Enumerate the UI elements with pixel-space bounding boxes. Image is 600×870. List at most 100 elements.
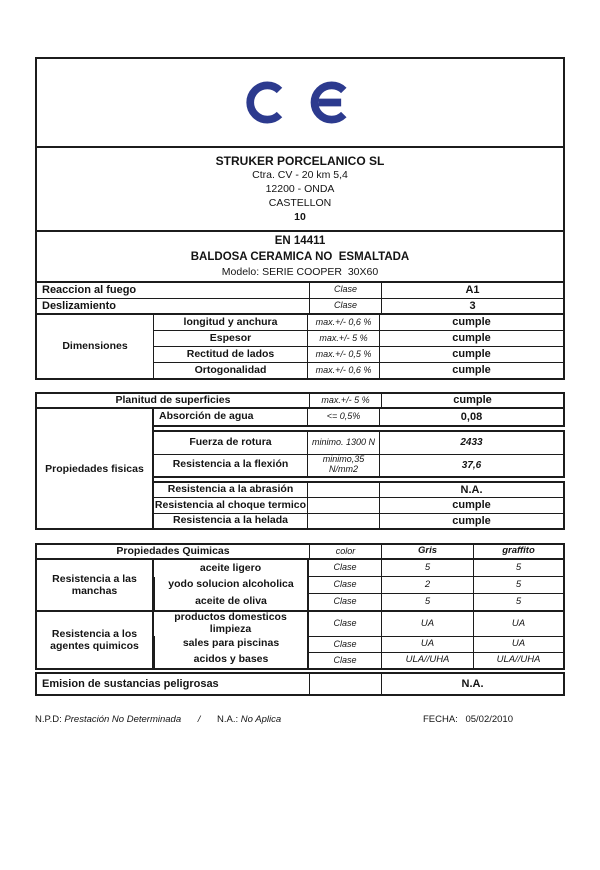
stain-value-graffito: 5 [473,594,563,610]
flatness-spec: max.+/- 5 % [309,394,381,407]
table-row-dimension: Rectitud de lados max.+/- 0,5 % cumple [154,346,563,362]
emission-value: N.A. [381,674,563,694]
dimension-spec: max.+/- 0,6 % [307,363,379,378]
stains-group-label: Resistencia a las manchas [52,573,137,597]
agent-label: sales para piscinas [154,636,307,652]
frost-value: cumple [379,513,563,528]
abrasion-label: Resistencia a la abrasión [167,483,294,496]
na-abbreviation: N.A.: [217,714,239,725]
ce-mark-box [35,57,565,148]
dimension-label: Rectitud de lados [186,347,275,360]
stain-value-gris: 5 [381,560,473,576]
stains-labels-cell: aceite ligero yodo solucion alcoholica a… [152,558,309,612]
dimension-value: cumple [379,363,563,378]
stains-values-grid: Clase 5 5 Clase 2 5 Clase 5 5 [307,558,565,612]
absorption-spec: <= 0,5% [307,409,379,425]
stains-group-cell: Resistencia a las manchas [35,558,154,612]
table-row-dimension: Espesor max.+/- 5 % cumple [154,330,563,346]
agent-value-graffito: ULA//UHA [473,653,563,668]
dimension-spec: max.+/- 0,5 % [307,347,379,362]
stain-value-graffito: 5 [473,577,563,593]
physical-group-label: Propiedades fisicas [45,462,144,475]
stain-label: aceite ligero [199,561,262,574]
stain-value-gris: 5 [381,594,473,610]
rupture-value: 2433 [379,432,563,454]
table-row-slip: Deslizamiento Clase 3 [37,297,563,313]
dimension-label: Espesor [209,331,252,344]
dimension-value: cumple [379,315,563,330]
company-address: Ctra. CV - 20 km 5,4 [252,169,348,181]
date-field: FECHA: 05/02/2010 [418,714,565,725]
dimension-value: cumple [379,331,563,346]
flexion-label: Resistencia a la flexión [172,458,289,471]
npd-meaning: Prestación No Determinada [64,714,182,725]
table-row-flexion: Resistencia a la flexión minimo,35 N/mm2… [154,453,563,476]
abrasion-spec [307,483,379,498]
agent-value-gris: UA [381,637,473,652]
fire-spec: Clase [309,283,381,298]
agent-label: productos domesticos limpieza [174,612,287,635]
na-meaning: No Aplica [240,714,282,725]
agents-group-label: Resistencia a los agentes quimicos [50,628,139,652]
agent-spec: Clase [333,654,357,665]
absorption-row: Absorción de agua <= 0,5% 0,08 [152,407,565,427]
rupture-label: Fuerza de rotura [189,435,272,448]
agent-spec: Clase [333,618,357,629]
standard-box: EN 14411 BALDOSA CERAMICA NO ESMALTADA M… [35,230,565,283]
stain-value-gris: 2 [381,577,473,593]
flexion-value: 37,6 [379,454,563,476]
stain-label: yodo solucion alcoholica [154,576,307,594]
npd-abbreviation: N.P.D: [35,714,62,725]
agents-labels-cell: productos domesticos limpieza sales para… [152,610,309,670]
product-name: BALDOSA CERAMICA NO ESMALTADA [190,250,410,263]
slip-spec: Clase [309,298,381,313]
absorption-label: Absorción de agua [159,410,254,423]
chemical-col1-header: Gris [381,545,473,558]
table-row-dimension: Ortogonalidad max.+/- 0,6 % cumple [154,362,563,378]
agent-value-graffito: UA [473,637,563,652]
physical-group-cell: Propiedades fisicas [35,407,154,530]
dimension-label: longitud y anchura [183,315,278,328]
agent-label: acidos y bases [154,652,307,668]
company-name: STRUKER PORCELANICO SL [215,154,385,168]
company-province: CASTELLON [268,197,332,209]
agent-spec: Clase [333,638,357,649]
flexion-spec: minimo,35 N/mm2 [307,454,379,476]
table-row-thermal: Resistencia al choque termico cumple [154,497,563,513]
footer: N.P.D: Prestación No Determinada / N.A.:… [35,714,565,725]
table-row-agent: Clase UA UA [309,612,563,636]
table-row-rupture: Fuerza de rotura minimo. 1300 N 2433 [154,432,563,454]
flatness-value: cumple [381,394,563,407]
absorption-value: 0,08 [379,409,563,425]
agents-values-grid: Clase UA UA Clase UA UA Clase ULA//UHA U… [307,610,565,670]
table-row-stain: Clase 5 5 [309,560,563,576]
footer-legend: N.P.D: Prestación No Determinada / N.A.:… [35,714,281,725]
rupture-spec: minimo. 1300 N [307,432,379,454]
table-row-fire: Reaccion al fuego Clase A1 [37,283,563,298]
fire-slip-table: Reaccion al fuego Clase A1 Deslizamiento… [35,281,565,315]
stain-spec: Clase [333,579,357,590]
frost-label: Resistencia a la helada [173,514,288,527]
slip-label: Deslizamiento [42,299,116,312]
emission-label: Emision de sustancias peligrosas [42,677,219,690]
company-box: STRUKER PORCELANICO SL Ctra. CV - 20 km … [35,146,565,232]
emission-row: Emision de sustancias peligrosas N.A. [35,672,565,696]
dimensions-table: Dimensiones longitud y anchura max.+/- 0… [35,313,565,380]
stain-label: aceite de oliva [154,593,307,611]
company-code: 10 [294,211,306,223]
company-city: 12200 - ONDA [265,183,335,195]
agent-value-gris: UA [381,612,473,636]
table-row-stain: Clase 2 5 [309,576,563,593]
emission-spec-empty [309,674,381,694]
standard-norm: EN 14411 [274,234,326,247]
dimension-value: cumple [379,347,563,362]
resistance-rows: Resistencia a la abrasión N.A. Resistenc… [152,481,565,530]
thermal-label: Resistencia al choque termico [154,498,307,511]
date-label: FECHA: [422,714,458,725]
table-row-abrasion: Resistencia a la abrasión N.A. [154,483,563,498]
table-row-dimension: longitud y anchura max.+/- 0,6 % cumple [154,315,563,330]
dimension-spec: max.+/- 0,6 % [307,315,379,330]
dimension-label: Ortogonalidad [194,363,267,376]
slip-value: 3 [381,298,563,313]
